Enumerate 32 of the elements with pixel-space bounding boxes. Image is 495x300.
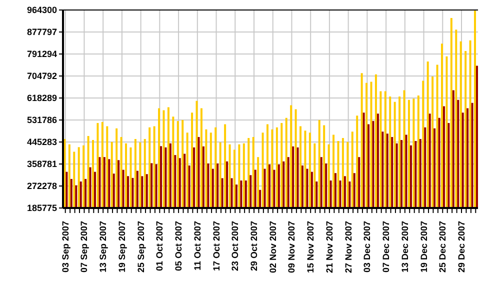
x-tick-label: 25 Dec 2007 <box>438 221 448 273</box>
x-tick-label: 29 Dec 2007 <box>456 221 466 273</box>
x-tick-label: 01 Oct 2007 <box>154 221 165 272</box>
y-tick-label: 618289 <box>26 93 57 104</box>
x-tick-label: 03 Dec 2007 <box>362 221 372 273</box>
x-tick-label: 05 Oct 2007 <box>174 221 184 272</box>
x-tick-label: 13 Sep 2007 <box>98 221 108 273</box>
x-tick-label: 07 Dec 2007 <box>381 221 392 273</box>
y-tick-label: 791294 <box>26 49 57 60</box>
x-tick-label: 03 Sep 2007 <box>60 221 70 273</box>
y-tick-label: 531786 <box>26 115 57 126</box>
x-tick-label: 02 Nov 2007 <box>268 221 278 274</box>
x-tick-label: 09 Nov 2007 <box>286 221 297 274</box>
x-tick-label: 27 Nov 2007 <box>343 221 354 274</box>
y-tick-label: 272278 <box>26 181 57 192</box>
y-tick-label: 964300 <box>26 5 57 16</box>
x-tick-label: 21 Nov 2007 <box>324 221 334 274</box>
x-tick-label: 13 Dec 2007 <box>400 221 410 273</box>
y-tick-label: 358781 <box>26 159 57 170</box>
x-tick-label: 11 Oct 2007 <box>192 221 202 271</box>
x-tick-label: 19 Sep 2007 <box>116 221 127 273</box>
x-tick-label: 29 Oct 2007 <box>248 221 259 272</box>
x-tick-label: 17 Oct 2007 <box>211 221 222 272</box>
x-tick-label: 19 Dec 2007 <box>418 221 429 273</box>
x-tick-label: 25 Sep 2007 <box>136 221 146 273</box>
y-tick-label: 877797 <box>26 27 57 38</box>
x-tick-label: 07 Sep 2007 <box>79 221 90 273</box>
x-tick-label: 15 Nov 2007 <box>306 221 316 274</box>
y-tick-label: 704792 <box>26 71 57 82</box>
y-tick-label: 185775 <box>26 203 57 214</box>
x-tick-label: 23 Oct 2007 <box>230 221 240 272</box>
y-tick-label: 445283 <box>26 137 57 148</box>
